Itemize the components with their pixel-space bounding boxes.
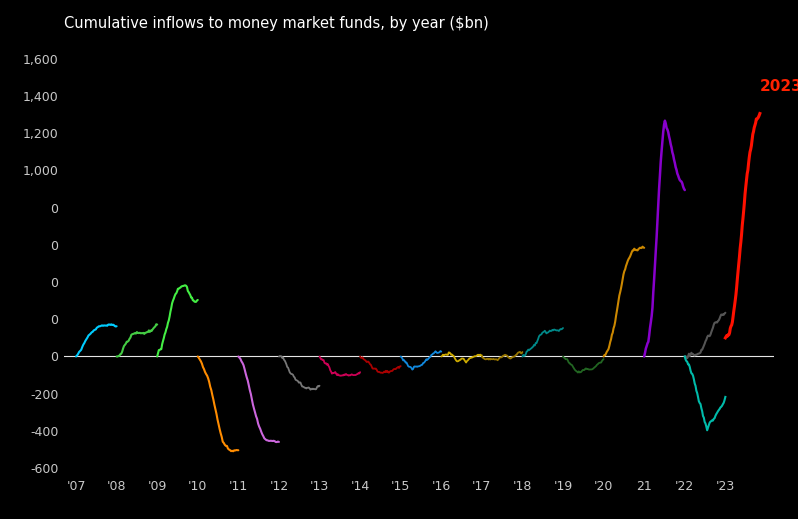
Text: 2023: 2023 <box>760 79 798 94</box>
Text: Cumulative inflows to money market funds, by year ($bn): Cumulative inflows to money market funds… <box>64 16 488 31</box>
